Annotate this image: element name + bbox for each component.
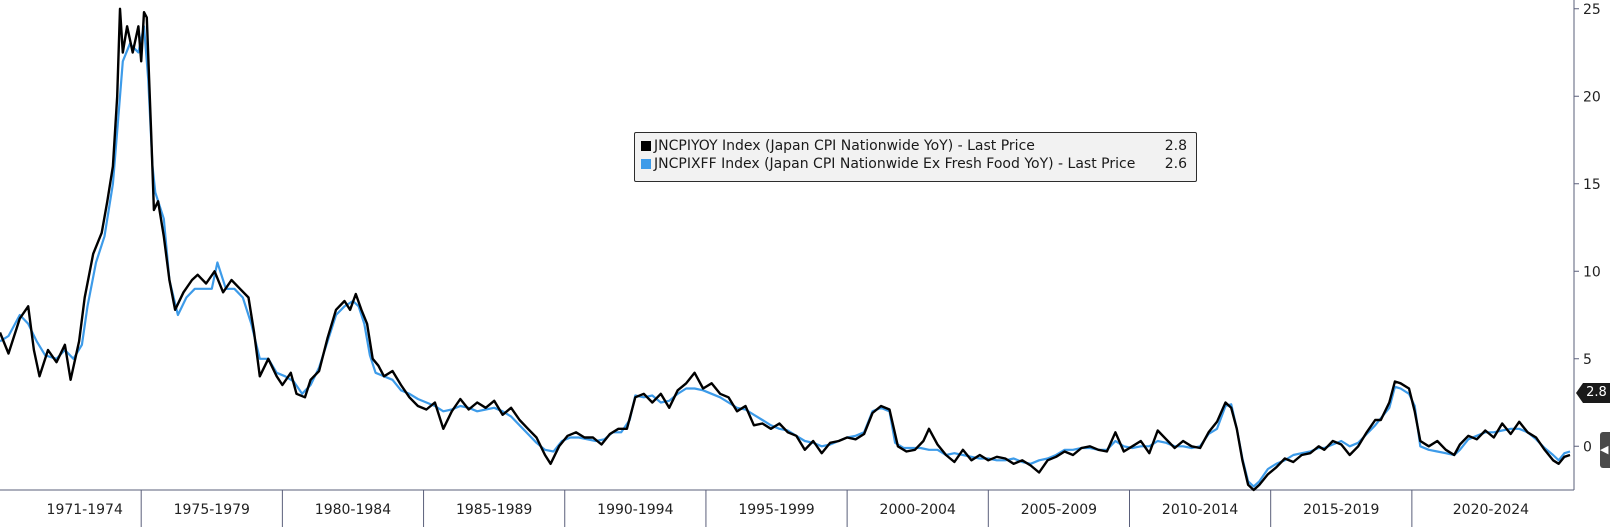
y-tick-label: 5 bbox=[1583, 352, 1592, 368]
legend-entry-jncpiyoy: JNCPIYOY Index (Japan CPI Nationwide YoY… bbox=[641, 138, 1035, 155]
chart-legend: JNCPIYOY Index (Japan CPI Nationwide YoY… bbox=[634, 132, 1197, 182]
y-tick-label: 0 bbox=[1583, 439, 1592, 455]
x-tick-label: 1980-1984 bbox=[315, 502, 391, 518]
x-tick-label: 1990-1994 bbox=[597, 502, 673, 518]
y-tick-label: 15 bbox=[1583, 177, 1601, 193]
legend-entry-jncpixff: JNCPIXFF Index (Japan CPI Nationwide Ex … bbox=[641, 156, 1135, 173]
legend-label-jncpixff: JNCPIXFF Index (Japan CPI Nationwide Ex … bbox=[654, 156, 1136, 172]
x-tick-label: 2010-2014 bbox=[1162, 502, 1238, 518]
x-tick-label: 2005-2009 bbox=[1021, 502, 1097, 518]
legend-value-jncpiyoy: 2.8 bbox=[1164, 138, 1187, 154]
x-tick-label: 1975-1979 bbox=[174, 502, 250, 518]
chart-options-button[interactable]: ◀ bbox=[1600, 432, 1610, 468]
x-tick-label: 1995-1999 bbox=[738, 502, 814, 518]
series-line-jncpixff bbox=[0, 25, 1571, 488]
legend-value-jncpixff: 2.6 bbox=[1164, 156, 1187, 172]
x-tick-label: 2000-2004 bbox=[880, 502, 956, 518]
y-tick-label: 25 bbox=[1583, 2, 1601, 18]
last-value-tag: 2.8 bbox=[1576, 383, 1610, 403]
series-layer bbox=[0, 7, 1571, 492]
legend-swatch-jncpiyoy bbox=[641, 141, 651, 151]
x-axis: 1971-1974 1975-1979 1980-1984 1985-1989 1990… bbox=[0, 489, 1574, 527]
x-tick-label: 2015-2019 bbox=[1303, 502, 1379, 518]
x-tick-label: 1985-1989 bbox=[456, 502, 532, 518]
legend-swatch-jncpixff bbox=[641, 159, 651, 169]
legend-label-jncpiyoy: JNCPIYOY Index (Japan CPI Nationwide YoY… bbox=[654, 138, 1035, 154]
y-tick-label: 20 bbox=[1583, 89, 1601, 105]
y-tick-label: 10 bbox=[1583, 264, 1601, 280]
series-line-jncpiyoy bbox=[0, 7, 1571, 492]
x-tick-label: 2020-2024 bbox=[1453, 502, 1529, 518]
y-axis: 0 5 10 15 20 25 bbox=[1573, 0, 1601, 490]
x-tick-label: 1971-1974 bbox=[47, 502, 123, 518]
